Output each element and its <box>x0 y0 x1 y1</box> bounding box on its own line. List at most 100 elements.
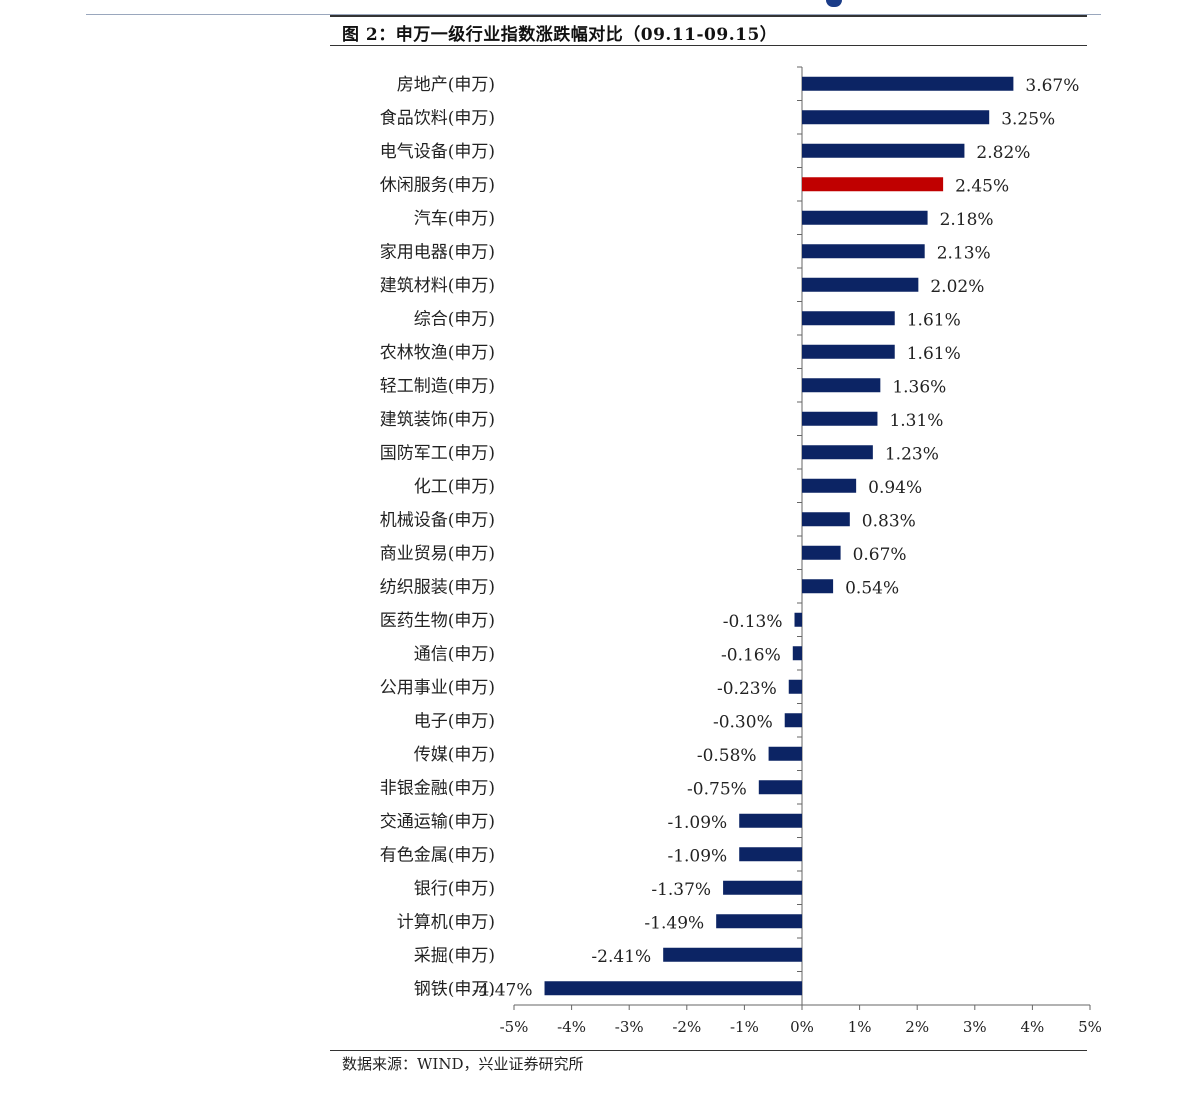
category-label: 商业贸易(申万) <box>380 544 495 564</box>
bar <box>802 579 834 594</box>
bar <box>802 143 965 158</box>
bar <box>784 713 802 728</box>
bar <box>663 947 802 962</box>
value-label: -0.58% <box>697 746 757 766</box>
category-label: 电子(申万) <box>414 711 495 731</box>
title-rule <box>330 15 1087 17</box>
x-tick-label: -2% <box>672 1018 701 1036</box>
category-label: 交通运输(申万) <box>380 812 495 832</box>
value-label: -2.41% <box>591 947 651 967</box>
bar <box>716 914 802 929</box>
value-label: -1.49% <box>644 913 704 933</box>
category-label: 电气设备(申万) <box>380 142 495 162</box>
bar <box>802 244 925 259</box>
value-label: 0.83% <box>862 511 916 531</box>
x-tick-label: -4% <box>557 1018 586 1036</box>
value-label: -0.13% <box>723 612 783 632</box>
category-label: 银行(申万) <box>414 879 495 899</box>
bar <box>739 813 802 828</box>
source-note: 数据来源：WIND，兴业证券研究所 <box>342 1055 584 1073</box>
x-tick-label: 3% <box>963 1018 987 1036</box>
bar <box>802 177 944 192</box>
bar <box>802 344 895 359</box>
chart-title: 图 2：申万一级行业指数涨跌幅对比（09.11-09.15） <box>342 25 778 45</box>
bar <box>792 646 802 661</box>
bar <box>802 512 850 527</box>
bar <box>802 545 841 560</box>
category-label: 汽车(申万) <box>414 209 495 229</box>
category-label: 机械设备(申万) <box>380 510 495 530</box>
value-label: -0.30% <box>713 712 773 732</box>
x-tick-label: 4% <box>1021 1018 1045 1036</box>
category-label: 休闲服务(申万) <box>380 175 495 195</box>
category-label: 家用电器(申万) <box>380 242 495 262</box>
value-label: 2.02% <box>930 277 984 297</box>
bottom-rule <box>330 1050 1087 1051</box>
top-rule <box>86 14 1101 15</box>
bar <box>802 378 881 393</box>
value-label: 1.61% <box>907 344 961 364</box>
x-tick-label: 2% <box>905 1018 929 1036</box>
category-label: 化工(申万) <box>414 477 495 497</box>
bar <box>802 411 878 426</box>
category-label: 医药生物(申万) <box>380 611 495 631</box>
category-label: 有色金属(申万) <box>380 845 495 865</box>
category-label: 钢铁(申万) <box>414 979 495 999</box>
category-label: 通信(申万) <box>414 644 495 664</box>
logo-fragment <box>826 0 842 7</box>
category-label: 采掘(申万) <box>414 946 495 966</box>
bar <box>739 847 802 862</box>
bar <box>802 277 919 292</box>
bar <box>802 311 895 326</box>
value-label: 3.25% <box>1001 109 1055 129</box>
value-label: 0.54% <box>845 578 899 598</box>
bar <box>802 110 990 125</box>
x-tick-label: 1% <box>848 1018 872 1036</box>
value-label: -0.75% <box>687 779 747 799</box>
bar <box>794 612 802 627</box>
category-label: 建筑装饰(申万) <box>380 410 495 430</box>
bar <box>802 76 1014 91</box>
bar <box>544 981 802 996</box>
bar <box>758 780 802 795</box>
value-label: 2.13% <box>937 243 991 263</box>
value-label: 0.94% <box>868 478 922 498</box>
category-label: 综合(申万) <box>414 309 495 329</box>
category-label: 轻工制造(申万) <box>380 376 495 396</box>
value-label: -1.09% <box>667 813 727 833</box>
value-label: -0.16% <box>721 645 781 665</box>
value-label: -1.09% <box>667 846 727 866</box>
value-label: 2.18% <box>940 210 994 230</box>
bar <box>788 679 802 694</box>
title-underline <box>330 45 1087 46</box>
x-tick-label: -5% <box>500 1018 529 1036</box>
value-label: 1.31% <box>889 411 943 431</box>
value-label: 1.23% <box>885 444 939 464</box>
category-label: 农林牧渔(申万) <box>380 343 495 363</box>
bar <box>802 478 857 493</box>
category-label: 传媒(申万) <box>414 745 495 765</box>
x-tick-label: 0% <box>790 1018 814 1036</box>
category-label: 非银金融(申万) <box>380 778 495 798</box>
value-label: 1.61% <box>907 310 961 330</box>
category-label: 建筑材料(申万) <box>380 276 495 296</box>
bar <box>802 445 873 460</box>
bar <box>802 210 928 225</box>
category-label: 食品饮料(申万) <box>380 108 495 128</box>
bar <box>768 746 802 761</box>
value-label: -1.37% <box>651 880 711 900</box>
x-tick-label: -1% <box>730 1018 759 1036</box>
category-label: 房地产(申万) <box>397 75 495 95</box>
category-label: 纺织服装(申万) <box>380 577 495 597</box>
x-tick-label: 5% <box>1078 1018 1102 1036</box>
x-tick-label: -3% <box>615 1018 644 1036</box>
category-label: 国防军工(申万) <box>380 443 495 463</box>
value-label: 0.67% <box>853 545 907 565</box>
value-label: 1.36% <box>892 377 946 397</box>
value-label: 3.67% <box>1025 76 1079 96</box>
category-label: 公用事业(申万) <box>380 678 495 698</box>
value-label: 2.45% <box>955 176 1009 196</box>
category-label: 计算机(申万) <box>397 912 495 932</box>
value-label: -4.47% <box>473 980 533 1000</box>
